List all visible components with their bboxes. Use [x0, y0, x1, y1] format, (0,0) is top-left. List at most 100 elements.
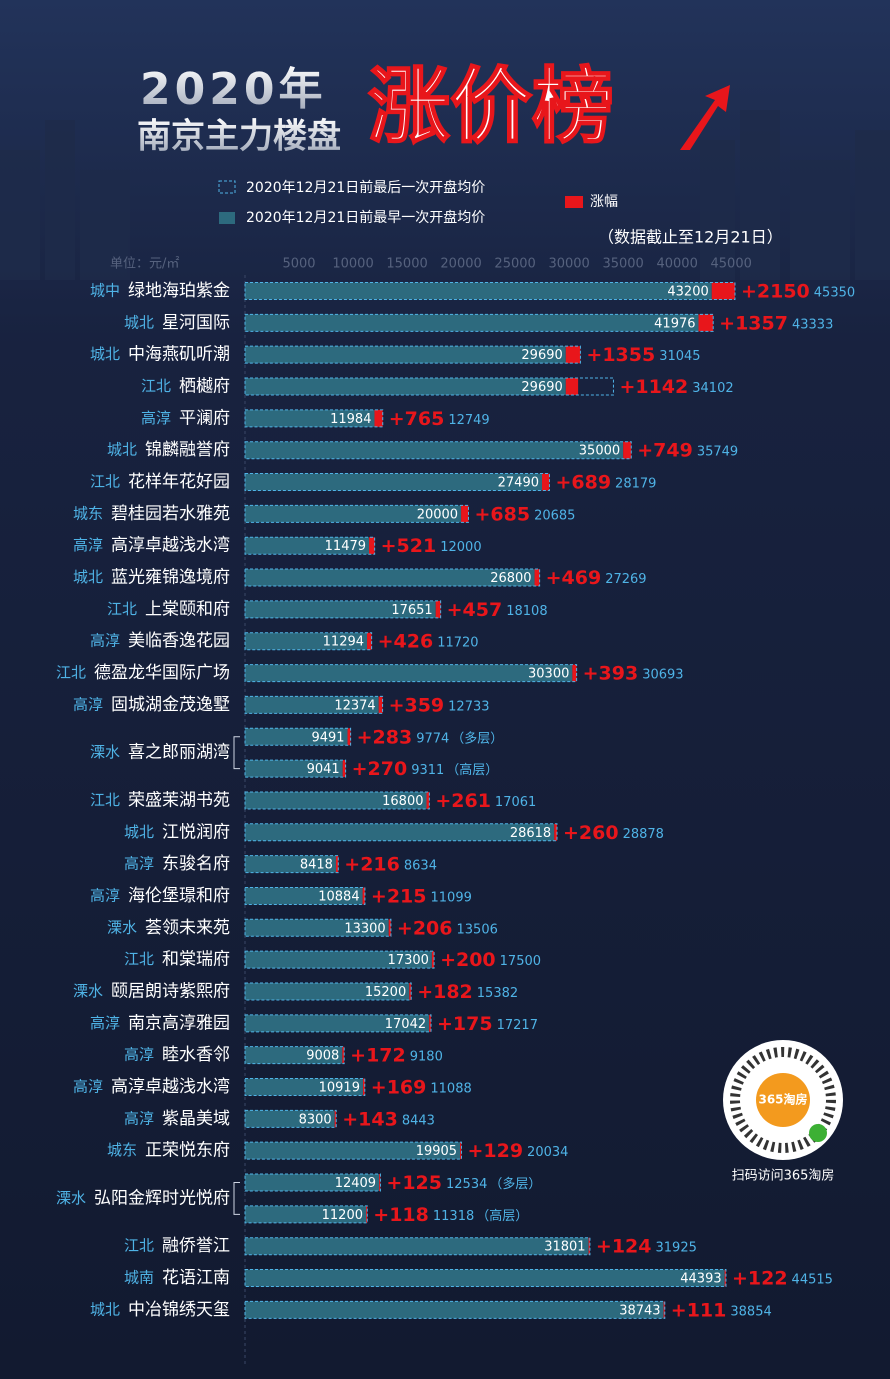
late-value: 9311: [411, 763, 444, 778]
district: 溧水: [90, 743, 120, 761]
increase-label: +765: [389, 408, 445, 430]
increase-bar: [565, 378, 579, 396]
early-value: 19905: [416, 1144, 457, 1159]
early-bar: [245, 696, 379, 714]
increase-label: +469: [546, 567, 602, 589]
early-bar: [245, 314, 699, 332]
early-bar: [245, 951, 432, 969]
row-suffix: （多层）: [451, 730, 503, 746]
increase-label: +260: [563, 822, 619, 844]
increase-bar: [429, 1014, 432, 1032]
early-value: 9041: [307, 762, 340, 777]
increase-bar: [542, 473, 550, 491]
late-outline: [244, 664, 578, 683]
x-tick-label: 15000: [386, 257, 427, 272]
early-value: 9491: [311, 730, 344, 745]
early-bar: [245, 1174, 380, 1192]
increase-label: +521: [381, 535, 437, 557]
increase-label: +457: [447, 599, 503, 621]
title-line: 2020年: [140, 64, 326, 115]
qr-code: 365淘房: [723, 1040, 843, 1160]
district: 江北: [56, 664, 86, 682]
late-value: 27269: [605, 572, 646, 587]
increase-bar: [724, 1269, 726, 1287]
late-outline: [244, 823, 558, 842]
early-value: 11984: [330, 412, 371, 427]
early-bar: [245, 823, 555, 841]
early-value: 8300: [299, 1112, 332, 1127]
late-outline: [244, 982, 412, 1001]
late-outline: [244, 1109, 337, 1128]
early-value: 29690: [521, 380, 562, 395]
district: 高淳: [73, 536, 103, 554]
district: 高淳: [141, 409, 171, 427]
late-outline: [244, 504, 469, 523]
row-suffix: （高层）: [476, 1208, 528, 1224]
row-name: 荣盛茉湖书苑: [128, 790, 230, 810]
increase-bar: [409, 982, 412, 1000]
increase-bar: [435, 600, 441, 618]
increase-label: +143: [342, 1108, 398, 1130]
district: 城北: [90, 1300, 120, 1318]
late-value: 11720: [437, 636, 478, 651]
district: 城东: [73, 504, 103, 522]
legend-swatch: [219, 212, 235, 224]
late-outline: [244, 377, 614, 396]
increase-label: +685: [474, 503, 530, 525]
late-value: 28878: [623, 827, 664, 842]
district: 城北: [73, 568, 103, 586]
early-value: 41976: [654, 316, 695, 331]
row-name: 平澜府: [179, 408, 230, 428]
late-outline: [244, 1173, 381, 1192]
increase-bar: [426, 791, 430, 809]
early-value: 20000: [417, 507, 458, 522]
early-value: 12374: [334, 698, 375, 713]
increase-bar: [534, 569, 540, 587]
late-value: 11318: [433, 1209, 474, 1224]
late-value: 9180: [410, 1050, 443, 1065]
early-bar: [245, 1110, 335, 1128]
early-bar: [245, 982, 410, 1000]
increase-label: +200: [440, 949, 496, 971]
late-value: 44515: [792, 1273, 833, 1288]
district: 江北: [141, 377, 171, 395]
increase-bar: [698, 314, 714, 332]
legend-label: 2020年12月21日前最后一次开盘均价: [246, 179, 485, 196]
early-value: 16800: [382, 794, 423, 809]
late-outline: [244, 1237, 591, 1256]
early-value: 28618: [510, 826, 551, 841]
unit-label: 单位：元/㎡: [110, 257, 179, 272]
late-outline: [244, 441, 632, 460]
increase-bar: [554, 823, 558, 841]
row-name: 锦麟融誉府: [145, 440, 230, 460]
early-bar: [245, 791, 427, 809]
late-value: 18108: [506, 604, 547, 619]
x-tick-label: 10000: [332, 257, 373, 272]
increase-bar: [461, 505, 469, 523]
increase-bar: [347, 728, 351, 746]
district: 城东: [107, 1141, 137, 1159]
early-bar: [245, 378, 566, 396]
late-outline: [244, 1269, 727, 1288]
legend-swatch: [565, 196, 583, 208]
late-outline: [244, 950, 435, 969]
row-name: 星河国际: [162, 313, 230, 333]
increase-bar: [565, 346, 581, 364]
late-outline: [244, 345, 581, 364]
early-bar: [245, 728, 348, 746]
increase-label: +124: [596, 1236, 652, 1258]
early-value: 43200: [667, 285, 708, 300]
increase-label: +261: [435, 790, 491, 812]
late-outline: [244, 1205, 368, 1224]
increase-label: +216: [344, 854, 400, 876]
early-bar: [245, 505, 462, 523]
district: 高淳: [73, 1078, 103, 1096]
district: 高淳: [73, 695, 103, 713]
early-bar: [245, 282, 712, 300]
row-name: 南京高淳雅园: [128, 1013, 230, 1033]
row-name: 德盈龙华国际广场: [94, 663, 230, 683]
district: 江北: [124, 1237, 154, 1255]
row-name: 高淳卓越浅水湾: [111, 1077, 230, 1097]
late-value: 12733: [448, 699, 489, 714]
